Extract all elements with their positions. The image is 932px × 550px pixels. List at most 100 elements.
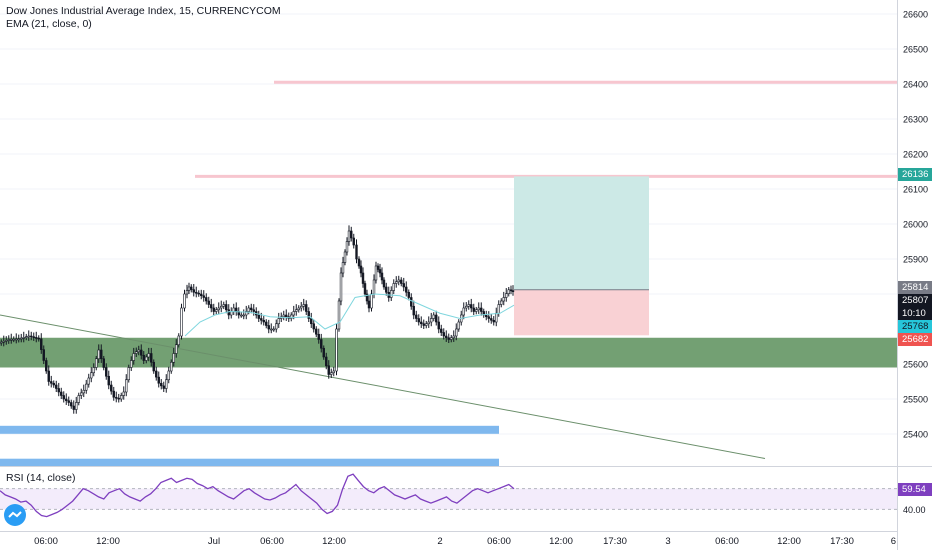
candle-body (242, 314, 245, 317)
candle-body (210, 304, 213, 309)
price-axis-label: 25500 (903, 395, 928, 405)
candle-body (82, 389, 85, 394)
candle-body (402, 283, 405, 288)
candle-body (150, 353, 153, 363)
price-axis[interactable]: 26600 26500 26400 26300 26200 26100 26000 25900… (903, 10, 928, 440)
candle-body (197, 292, 200, 295)
candle-body (37, 337, 40, 340)
candle-body (317, 333, 320, 340)
last-high-price-tag: 25814 (898, 281, 932, 294)
price-axis-label: 26100 (903, 185, 928, 195)
candle-body (127, 367, 130, 381)
candle-body (5, 340, 8, 342)
candle-body (135, 351, 138, 354)
time-axis-label: 06:00 (34, 536, 58, 547)
candle-body (363, 283, 367, 295)
logo-icon (8, 511, 22, 518)
candle-body (200, 293, 203, 297)
time-axis-label: 17:30 (830, 536, 854, 547)
candle-body (122, 391, 125, 396)
time-axis-label: 12:00 (549, 536, 573, 547)
stop-price-tag: 25682 (898, 333, 932, 346)
candle-body (185, 290, 189, 295)
candle-body (462, 307, 465, 316)
time-axis-label: 12:00 (322, 536, 346, 547)
candle-body (330, 372, 333, 375)
candle-body (75, 402, 78, 410)
price-axis-label: 26500 (903, 45, 928, 55)
price-axis-label: 26600 (903, 10, 928, 20)
candle-body (130, 360, 133, 368)
candle-body (267, 325, 270, 330)
candle-body (100, 349, 103, 360)
candle-body (374, 265, 378, 281)
candle-body (392, 283, 395, 291)
ema-legend: EMA (21, close, 0) (6, 18, 92, 30)
candle-body (190, 286, 193, 290)
price-axis-label: 25400 (903, 430, 928, 440)
candle-body (167, 370, 170, 381)
candle-body (361, 272, 365, 284)
candle-body (202, 295, 205, 298)
candle-body (45, 360, 48, 372)
candle-body (183, 293, 186, 309)
candle-body (260, 318, 263, 321)
candle-body (52, 382, 55, 386)
candle-body (212, 307, 215, 312)
position-stop-area (514, 289, 649, 336)
candle-body (175, 344, 178, 354)
candle-body (442, 332, 445, 337)
candle-body (380, 272, 384, 281)
candle-body (355, 244, 358, 260)
candle-body (437, 321, 440, 330)
candle-body (407, 291, 410, 298)
price-pane[interactable] (0, 13, 897, 467)
candle-body (322, 347, 325, 358)
candle-body (2, 340, 5, 343)
candle-body (455, 328, 458, 337)
candle-body (302, 304, 305, 307)
time-axis-label: 2 (437, 536, 442, 547)
candle-body (327, 365, 330, 375)
candle-body (222, 304, 225, 307)
candle-body (17, 338, 20, 341)
price-axis-label: 26300 (903, 115, 928, 125)
candle-body (60, 391, 63, 396)
candle-body (332, 370, 335, 374)
time-axis-label: Jul (208, 536, 220, 547)
candle-body (472, 307, 475, 312)
candle-body (145, 356, 148, 361)
candle-body (467, 304, 470, 307)
candle-body (412, 305, 415, 316)
candle-body (410, 297, 413, 307)
chart-title: Dow Jones Industrial Average Index, 15, … (6, 5, 281, 17)
candle-body (435, 314, 438, 323)
candle-body (162, 385, 165, 389)
candle-body (157, 376, 160, 384)
candle-body (140, 349, 143, 356)
candle-body (57, 388, 60, 393)
close-price-tag: 25807 (898, 294, 932, 307)
candle-body (25, 336, 28, 339)
candle-body (395, 281, 398, 284)
candle-body (117, 397, 120, 400)
candle-body (47, 370, 50, 382)
time-axis[interactable]: 06:00 12:00 Jul 06:00 12:00 2 06:00 12:00 17:30 3… (34, 536, 896, 547)
candle-body (42, 349, 45, 361)
tradingview-logo[interactable] (4, 504, 26, 526)
candle-body (495, 312, 498, 323)
candle-body (405, 286, 408, 293)
price-axis-label: 25600 (903, 360, 928, 370)
rsi-pane[interactable]: 40.00 (0, 473, 926, 518)
candle-body (320, 339, 323, 349)
candle-body (147, 353, 150, 358)
candle-body (235, 307, 238, 312)
candle-body (447, 337, 450, 340)
candle-body (112, 390, 115, 398)
candle-body (110, 384, 113, 392)
price-axis-label: 26200 (903, 150, 928, 160)
candle-body (343, 251, 347, 263)
candle-body (95, 358, 98, 368)
candle-body (385, 286, 388, 293)
